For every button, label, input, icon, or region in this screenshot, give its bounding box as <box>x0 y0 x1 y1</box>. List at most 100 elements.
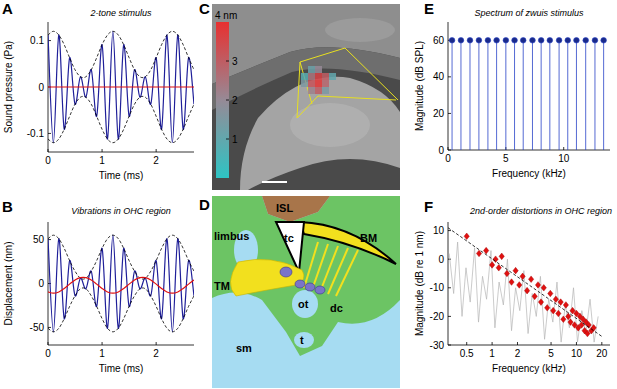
stem-marker <box>547 37 553 43</box>
colorbar-tick <box>226 100 229 101</box>
point <box>464 233 469 240</box>
point <box>509 279 514 286</box>
x-label: Time (ms) <box>99 363 144 374</box>
panel-b: BVibrations in OHC regionTime (ms)Displa… <box>2 198 194 374</box>
diagram-label: ISL <box>276 202 293 214</box>
panel-letter: C <box>199 0 210 17</box>
y-tick <box>448 76 451 77</box>
stem <box>603 40 604 150</box>
fluid <box>294 332 314 348</box>
stem-marker <box>583 37 589 43</box>
point <box>504 270 509 277</box>
tectorial-membrane <box>230 259 304 296</box>
basilar-membrane <box>300 222 396 264</box>
series-line <box>48 277 194 293</box>
x-tick <box>48 149 49 152</box>
panel-e: ESpectrum of zwuis stimulusFrequency (kH… <box>414 0 610 179</box>
point <box>538 299 543 306</box>
y-tick-label: 0 <box>438 254 444 265</box>
title: Vibrations in OHC region <box>71 206 170 216</box>
y-tick <box>48 327 51 328</box>
y-tick-label: -0.1 <box>27 128 45 139</box>
x-tick <box>601 342 602 345</box>
x-tick-label: 0.5 <box>460 348 474 359</box>
stem-marker <box>467 37 473 43</box>
diagram-label: limbus <box>214 230 249 242</box>
y-tick-label: -20 <box>430 311 445 322</box>
series-line <box>48 31 194 77</box>
overlay-cell <box>322 87 329 94</box>
x-tick-label: 1 <box>99 348 105 359</box>
y-label: Magnitude (dB SPL) <box>414 41 425 131</box>
stem-marker <box>476 37 482 43</box>
y-tick-label: 60 <box>433 35 445 46</box>
stem-marker <box>530 37 536 43</box>
series-line <box>48 31 194 142</box>
tissue <box>212 196 400 356</box>
y-tick <box>448 345 451 346</box>
series-line <box>448 228 602 337</box>
figure: A2-tone stimulusTime (ms)Sound pressure … <box>0 0 617 389</box>
colorbar-label: 4 nm <box>215 10 237 21</box>
panel-a: A2-tone stimulusTime (ms)Sound pressure … <box>2 0 194 181</box>
tissue <box>240 77 400 190</box>
stem <box>559 40 560 150</box>
stem <box>585 40 586 150</box>
panel-f: F2nd-order distortions in OHC regionFreq… <box>414 198 612 374</box>
y-tick <box>48 133 51 134</box>
overlay-cell <box>308 73 315 80</box>
x-tick <box>448 147 449 150</box>
x-axis <box>48 345 194 346</box>
stem <box>496 40 497 150</box>
outline <box>297 96 396 118</box>
stem <box>460 40 461 150</box>
hair-cell <box>305 283 315 291</box>
stem <box>478 40 479 150</box>
y-tick <box>448 287 451 288</box>
y-axis <box>448 222 449 345</box>
panel-letter: A <box>2 0 13 17</box>
panel-letter: D <box>199 196 210 213</box>
overlay-cell <box>308 66 315 73</box>
y-label: Magnitude (dB re 1 nm) <box>414 231 425 336</box>
overlay-cell <box>322 80 329 87</box>
point <box>579 322 584 329</box>
stem <box>452 40 453 150</box>
overlay-cell <box>315 87 322 94</box>
x-tick <box>466 342 467 345</box>
deiters-cell <box>312 244 328 290</box>
x-tick-label: 2 <box>153 348 159 359</box>
overlay-cell <box>322 73 329 80</box>
diagram-label: ot <box>298 298 309 310</box>
x-tick-label: 2 <box>515 348 521 359</box>
hair-cell <box>280 267 292 277</box>
title: Spectrum of zwuis stimulus <box>474 8 584 18</box>
y-tick-label: 10 <box>433 225 445 236</box>
stem <box>549 40 550 150</box>
x-label: Time (ms) <box>99 170 144 181</box>
point <box>513 267 518 274</box>
panel-letter: F <box>424 198 433 215</box>
diagram-label: BM <box>360 232 377 244</box>
series-line <box>48 86 194 87</box>
x-axis <box>448 345 610 346</box>
x-tick-label: 20 <box>596 348 608 359</box>
y-tick <box>448 316 451 317</box>
x-tick-label: 10 <box>558 153 570 164</box>
stem <box>541 40 542 150</box>
y-tick-label: 0.1 <box>30 35 44 46</box>
y-tick <box>448 113 451 114</box>
point <box>496 264 501 271</box>
stem <box>567 40 568 150</box>
diagram-label: dc <box>330 302 343 314</box>
colorbar-tick <box>226 139 229 140</box>
point <box>541 284 546 291</box>
bone <box>262 196 330 222</box>
title: 2-tone stimulus <box>89 8 152 18</box>
tissue <box>290 103 370 147</box>
stem-marker <box>592 37 598 43</box>
overlay-cell <box>301 80 308 87</box>
overlay-cell <box>315 66 322 73</box>
stem <box>487 40 488 150</box>
x-tick-label: 1 <box>99 155 105 166</box>
